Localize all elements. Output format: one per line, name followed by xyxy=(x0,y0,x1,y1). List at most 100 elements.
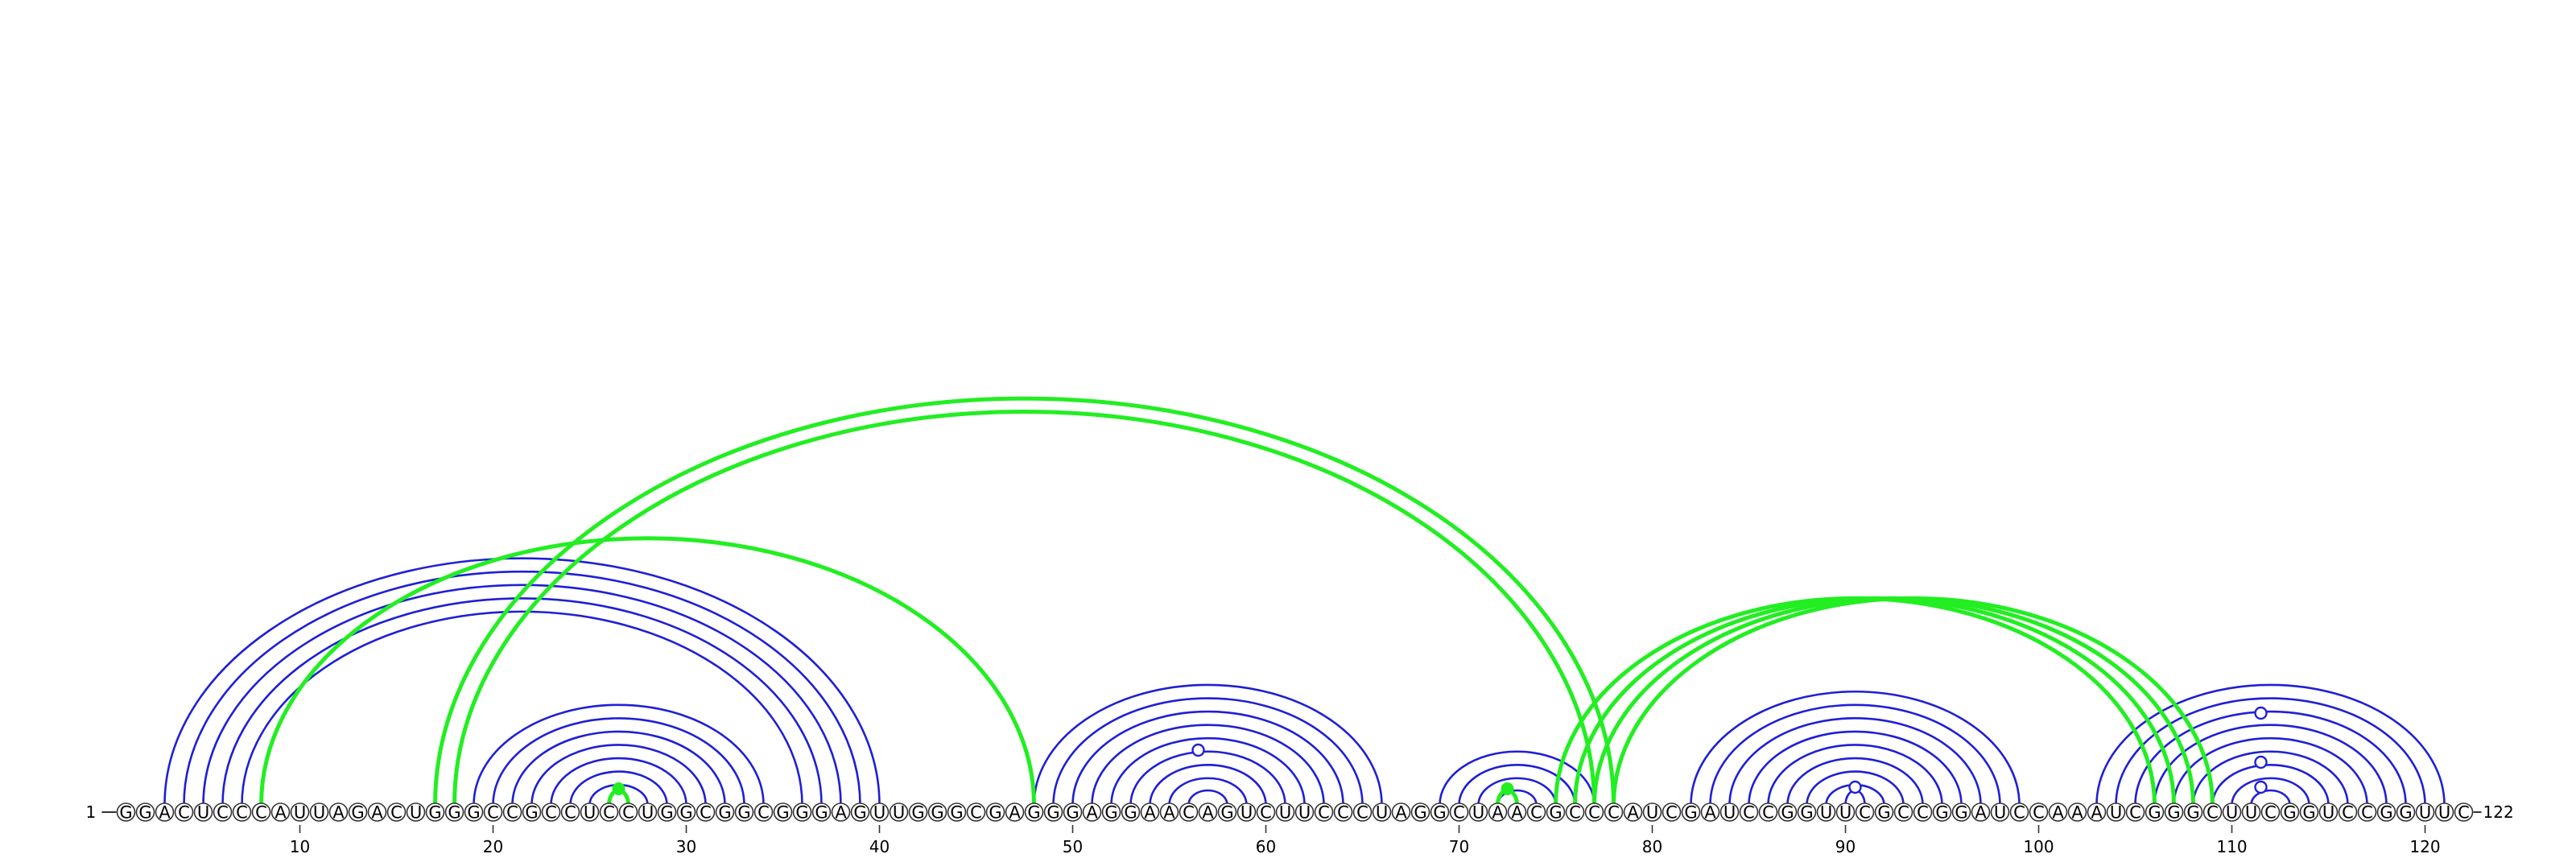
pair-arc-17-78 xyxy=(433,396,1616,806)
pair-arc-22-31 xyxy=(530,744,707,806)
nucleotide-letter-74: C xyxy=(1530,803,1542,823)
pair-arc-52-62 xyxy=(1110,736,1306,806)
nucleotide-79: A xyxy=(1623,802,1643,823)
nucleotide-letter-46: G xyxy=(989,803,1001,823)
tick-label-40: 40 xyxy=(869,837,890,856)
nucleotide-25: U xyxy=(580,802,600,823)
nucleotide-letter-89: U xyxy=(1820,803,1832,823)
nucleotide-34: C xyxy=(753,802,774,823)
nucleotide-17: G xyxy=(425,802,445,823)
nucleotide-76: C xyxy=(1565,802,1585,823)
nucleotide-31: C xyxy=(696,802,716,823)
nucleotide-1: G xyxy=(116,802,136,823)
nucleotide-letter-49: G xyxy=(1046,803,1059,823)
nucleotide-85: C xyxy=(1739,802,1759,823)
nucleotide-59: U xyxy=(1236,802,1257,823)
nucleotide-101: A xyxy=(2048,802,2068,823)
nucleotide-22: G xyxy=(522,802,542,823)
loop-marker-open xyxy=(1848,780,1862,794)
nucleotide-letter-98: U xyxy=(1994,803,2006,823)
nucleotide-122: C xyxy=(2454,802,2474,823)
nucleotide-letter-11: U xyxy=(313,803,325,823)
sequence-backbone: 1 122 xyxy=(86,802,2514,822)
nucleotide-letter-51: A xyxy=(1086,803,1098,823)
nucleotide-letter-78: C xyxy=(1608,803,1620,823)
nucleotide-20: C xyxy=(483,802,503,823)
nucleotide-106: G xyxy=(2145,802,2165,823)
nucleotide-letter-57: A xyxy=(1202,803,1214,823)
nucleotide-117: C xyxy=(2357,802,2377,823)
nucleotide-4: C xyxy=(174,802,194,823)
nucleotide-letter-48: G xyxy=(1027,803,1040,823)
nucleotide-letter-6: C xyxy=(217,803,229,823)
nucleotide-letter-55: A xyxy=(1163,803,1175,823)
nucleotide-40: U xyxy=(869,802,890,823)
pair-arc-108-116 xyxy=(2192,750,2349,806)
nucleotide-14: A xyxy=(367,802,387,823)
nucleotide-letter-14: A xyxy=(371,803,383,823)
nucleotide-38: A xyxy=(831,802,851,823)
nucleotide-99: C xyxy=(2009,802,2029,823)
pair-arc-6-37 xyxy=(221,597,823,806)
nucleotide-letter-121: U xyxy=(2438,803,2450,823)
nucleotide-51: A xyxy=(1082,802,1102,823)
nucleotide-letter-118: G xyxy=(2380,803,2392,823)
nucleotide-112: C xyxy=(2260,802,2281,823)
pair-arc-5-38 xyxy=(202,584,842,806)
nucleotide-97: A xyxy=(1971,802,1991,823)
nucleotide-letter-43: G xyxy=(931,803,943,823)
pair-arc-82-99 xyxy=(1690,690,2021,806)
nucleotide-letter-40: U xyxy=(873,803,886,823)
nucleotide-63: C xyxy=(1314,802,1334,823)
nucleotide-111: U xyxy=(2241,802,2261,823)
nucleotide-letter-18: G xyxy=(448,803,460,823)
nucleotide-letter-27: C xyxy=(622,803,634,823)
nucleotide-36: G xyxy=(792,802,812,823)
nucleotide-letter-122: C xyxy=(2458,803,2470,823)
tick-label-70: 70 xyxy=(1449,837,1469,856)
nucleotide-letter-30: G xyxy=(679,803,692,823)
nucleotide-letter-111: U xyxy=(2245,803,2257,823)
nucleotide-45: C xyxy=(966,802,986,823)
nucleotide-letter-50: G xyxy=(1066,803,1079,823)
nucleotide-47: A xyxy=(1005,802,1025,823)
nucleotide-letter-47: A xyxy=(1009,803,1021,823)
tick-label-30: 30 xyxy=(676,837,696,856)
nucleotide-letter-92: G xyxy=(1877,803,1890,823)
nucleotide-letter-84: U xyxy=(1724,803,1736,823)
nucleotide-letter-3: A xyxy=(159,803,171,823)
nucleotide-letter-105: C xyxy=(2129,803,2141,823)
nucleotide-letter-25: U xyxy=(584,803,596,823)
nucleotide-75: G xyxy=(1546,802,1566,823)
pair-arc-78-109 xyxy=(1612,596,2215,806)
nucleotide-letter-116: C xyxy=(2342,803,2354,823)
nucleotide-2: G xyxy=(135,802,155,823)
nucleotide-55: A xyxy=(1159,802,1179,823)
nucleotide-letter-60: C xyxy=(1260,803,1272,823)
nucleotide-letter-80: U xyxy=(1646,803,1658,823)
nucleotide-letter-23: C xyxy=(545,803,557,823)
tick-label-10: 10 xyxy=(290,837,310,856)
pair-arc-104-120 xyxy=(2115,697,2426,806)
nucleotide-11: U xyxy=(309,802,329,823)
nucleotide-26: C xyxy=(599,802,619,823)
nucleotide-109: C xyxy=(2202,802,2223,823)
loop-marker-open xyxy=(2254,706,2268,720)
nucleotide-letter-8: C xyxy=(255,803,267,823)
nucleotide-66: U xyxy=(1372,802,1392,823)
nucleotide-letter-62: U xyxy=(1298,803,1311,823)
nucleotide-27: C xyxy=(618,802,638,823)
nucleotide-letter-24: C xyxy=(564,803,576,823)
nucleotide-33: G xyxy=(734,802,754,823)
tick-label-90: 90 xyxy=(1835,837,1856,856)
nucleotide-41: U xyxy=(889,802,909,823)
pair-arc-50-64 xyxy=(1071,710,1344,806)
nucleotide-letter-75: G xyxy=(1549,803,1562,823)
nucleotide-121: U xyxy=(2434,802,2454,823)
tick-label-60: 60 xyxy=(1256,837,1276,856)
nucleotide-113: G xyxy=(2280,802,2300,823)
nucleotide-92: G xyxy=(1874,802,1894,823)
nucleotide-letter-4: C xyxy=(178,803,190,823)
nucleotide-37: G xyxy=(811,802,832,823)
start-label: 1 xyxy=(86,802,97,822)
